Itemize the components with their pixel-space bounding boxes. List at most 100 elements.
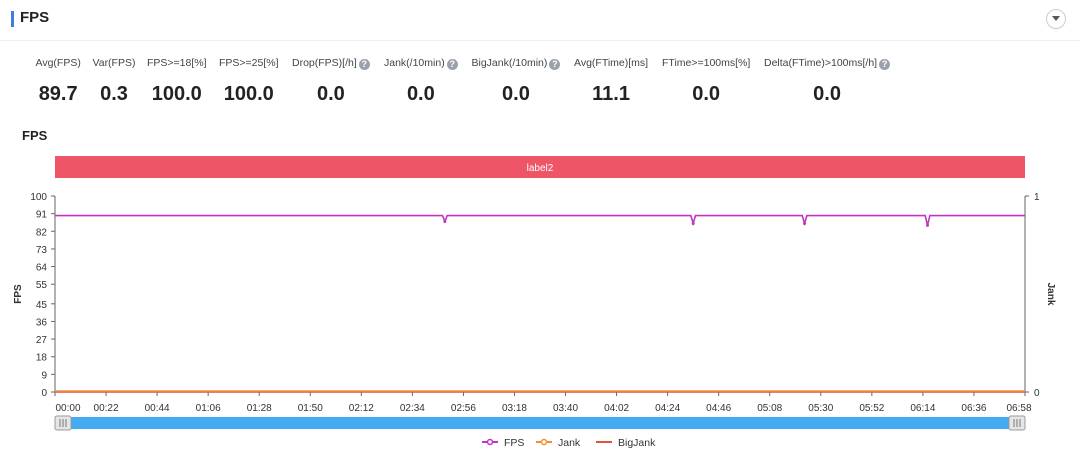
x-tick-label: 01:06 xyxy=(196,403,221,414)
x-tick-label: 04:02 xyxy=(604,403,629,414)
metric-label-text: Var(FPS) xyxy=(92,57,136,69)
x-tick-label: 01:28 xyxy=(247,403,272,414)
y-tick-label: 91 xyxy=(36,210,48,221)
chevron-down-icon xyxy=(1052,16,1060,21)
x-tick-label: 02:34 xyxy=(400,403,425,414)
y-tick-label: 64 xyxy=(36,263,48,274)
legend-label: BigJank xyxy=(618,437,656,449)
metric-label: Drop(FPS)[/h]? xyxy=(292,56,370,70)
metric-label-text: Avg(FTime)[ms] xyxy=(574,57,649,69)
x-tick-label: 01:50 xyxy=(298,403,323,414)
metric-value: 100.0 xyxy=(151,83,202,105)
zoom-slider-bar xyxy=(63,417,1017,429)
y-tick-label: 0 xyxy=(41,388,47,399)
metric-value: 11.1 xyxy=(592,83,630,105)
title-accent-bar xyxy=(11,11,14,27)
metric-label-text: BigJank(/10min) xyxy=(471,57,548,69)
y-tick-label: 18 xyxy=(36,353,48,364)
x-tick-label: 05:52 xyxy=(859,403,884,414)
metric-1: Var(FPS) 0.3 xyxy=(93,56,136,106)
metric-3: FPS>=25[%] 100.0 xyxy=(219,56,279,106)
y-tick-label: 73 xyxy=(36,245,48,256)
chart-section-title: FPS xyxy=(22,128,48,143)
x-tick-label: 00:00 xyxy=(55,403,80,414)
y-tick-label: 55 xyxy=(36,280,48,291)
y-tick-label: 27 xyxy=(36,335,48,346)
metric-label: Avg(FPS) xyxy=(36,56,81,70)
x-tick-label: 02:12 xyxy=(349,403,374,414)
metric-8: FTime>=100ms[%] 0.0 xyxy=(662,56,750,106)
x-tick-label: 06:58 xyxy=(1006,403,1031,414)
collapse-button[interactable] xyxy=(1046,9,1066,29)
metric-0: Avg(FPS) 89.7 xyxy=(36,56,81,106)
fps-dip-point xyxy=(691,221,695,225)
help-icon[interactable]: ? xyxy=(446,59,458,70)
legend-item-fps[interactable]: FPS xyxy=(482,437,524,449)
metric-value: 0.0 xyxy=(406,83,435,105)
legend-swatch-dot xyxy=(486,438,494,446)
panel-header: FPS xyxy=(0,0,1080,41)
metric-label: Jank(/10min)? xyxy=(384,56,458,70)
zoom-slider[interactable] xyxy=(54,415,1026,431)
metric-value: 100.0 xyxy=(223,83,274,105)
y-tick-label: 36 xyxy=(36,317,48,328)
metric-6: BigJank(/10min)? 0.0 xyxy=(472,56,561,106)
y-tick-label: 45 xyxy=(36,300,48,311)
legend-swatch-dot xyxy=(540,438,548,446)
metric-label-text: Jank(/10min) xyxy=(384,57,445,69)
metric-label-text: FPS>=25[%] xyxy=(219,57,279,69)
x-tick-label: 06:36 xyxy=(961,403,986,414)
fps-chart: label2 0 9 18 27 36 45 55 64 73 82 91 100 0 1 FPS Jank 00… xyxy=(13,156,1056,449)
metric-5: Jank(/10min)? 0.0 xyxy=(384,56,458,106)
metric-4: Drop(FPS)[/h]? 0.0 xyxy=(292,56,370,106)
y-right-tick-label: 1 xyxy=(1034,192,1040,203)
fps-dip-point xyxy=(443,219,447,223)
zoom-handle-right[interactable] xyxy=(1008,415,1026,431)
metric-label-text: Delta(FTime)>100ms[/h] xyxy=(764,57,878,69)
fps-series-line xyxy=(55,214,1025,227)
y-tick-label: 82 xyxy=(36,227,48,238)
x-tick-label: 06:14 xyxy=(910,403,935,414)
metric-9: Delta(FTime)>100ms[/h]? 0.0 xyxy=(764,56,891,106)
fps-dip-point xyxy=(803,221,807,225)
legend-item-bigjank[interactable]: BigJank xyxy=(596,437,656,449)
x-tick-label: 04:46 xyxy=(706,403,731,414)
x-tick-label: 05:08 xyxy=(757,403,782,414)
x-tick-label: 04:24 xyxy=(655,403,680,414)
y-tick-label: 100 xyxy=(30,192,47,203)
metric-value: 89.7 xyxy=(38,83,78,105)
help-icon[interactable]: ? xyxy=(358,59,370,70)
metric-value: 0.0 xyxy=(316,83,345,105)
metric-label: FPS>=25[%] xyxy=(219,56,279,70)
label-band xyxy=(55,156,1025,178)
y-axis-title-right: Jank xyxy=(1045,283,1056,306)
help-icon[interactable]: ? xyxy=(879,59,891,70)
legend-item-jank[interactable]: Jank xyxy=(536,437,581,449)
metric-label-text: FPS>=18[%] xyxy=(147,57,207,69)
metric-value: 0.0 xyxy=(692,83,721,105)
x-tick-label: 05:30 xyxy=(808,403,833,414)
metric-7: Avg(FTime)[ms] 11.1 xyxy=(574,56,648,106)
metric-label: FPS>=18[%] xyxy=(147,56,207,70)
y-axis-title-left: FPS xyxy=(13,284,24,304)
x-tick-label: 03:18 xyxy=(502,403,527,414)
y-right-tick-label: 0 xyxy=(1034,388,1040,399)
legend-label: FPS xyxy=(504,437,524,449)
metric-value: 0.0 xyxy=(502,83,530,105)
help-icon[interactable]: ? xyxy=(549,59,561,70)
y-tick-label: 9 xyxy=(41,370,47,381)
fps-dip-point xyxy=(926,223,930,227)
panel-title: FPS xyxy=(20,9,50,26)
x-tick-label: 02:56 xyxy=(451,403,476,414)
metric-2: FPS>=18[%] 100.0 xyxy=(147,56,207,106)
x-tick-label: 00:22 xyxy=(94,403,119,414)
metric-value: 0.3 xyxy=(100,83,128,105)
legend-label: Jank xyxy=(558,437,581,449)
metric-label: Avg(FTime)[ms] xyxy=(574,56,648,70)
metric-label: BigJank(/10min)? xyxy=(472,56,561,70)
zoom-handle-left[interactable] xyxy=(54,415,72,431)
metric-label: Delta(FTime)>100ms[/h]? xyxy=(764,56,891,70)
label-band-text: label2 xyxy=(527,163,554,174)
x-tick-label: 03:40 xyxy=(553,403,578,414)
metric-label-text: Avg(FPS) xyxy=(35,57,81,69)
